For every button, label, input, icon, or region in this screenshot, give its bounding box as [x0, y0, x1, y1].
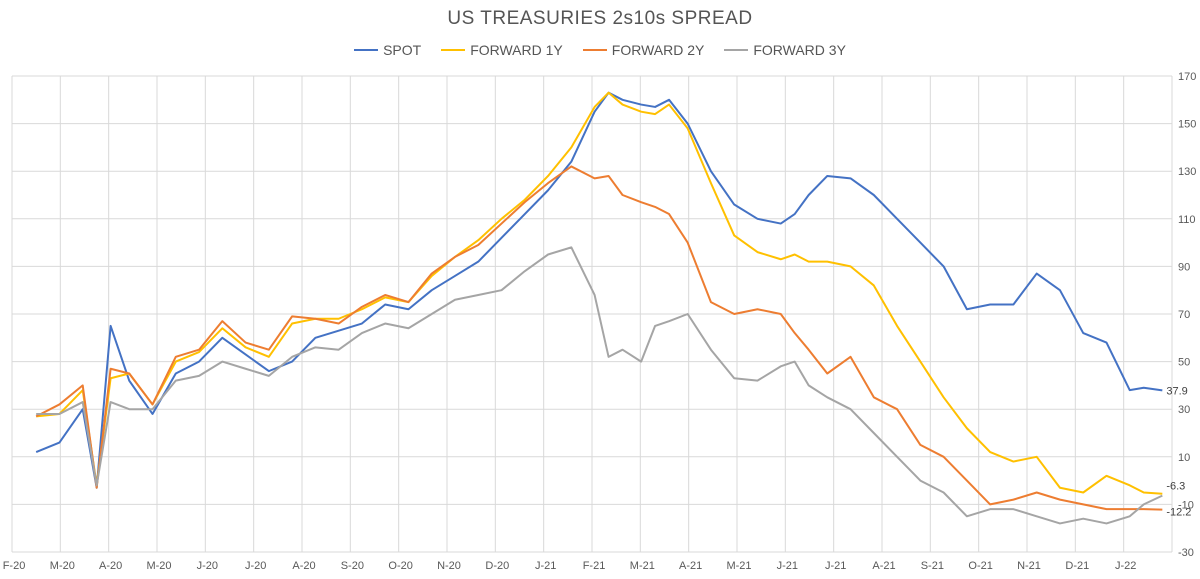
- x-tick-label: M-20: [50, 560, 75, 572]
- y-tick-label: -30: [1178, 547, 1194, 559]
- x-tick-label: O-20: [388, 560, 412, 572]
- y-tick-label: 50: [1178, 357, 1190, 369]
- x-tick-label: S-21: [921, 560, 944, 572]
- y-tick-label: 30: [1178, 404, 1190, 416]
- x-tick-label: F-21: [583, 560, 606, 572]
- end-value-label: -6.3: [1166, 481, 1185, 493]
- x-tick-label: N-21: [1017, 560, 1041, 572]
- x-tick-label: J-20: [197, 560, 218, 572]
- x-tick-label: M-20: [146, 560, 171, 572]
- legend-swatch-forward-2y: [582, 49, 607, 51]
- x-tick-label: A-21: [872, 560, 895, 572]
- x-tick-label: J-21: [535, 560, 556, 572]
- legend-label-forward-2y: FORWARD 2Y: [611, 42, 705, 58]
- series-line-forward-3y: [36, 246, 1163, 525]
- y-tick-label: 70: [1178, 309, 1190, 321]
- legend-item-forward-3y: FORWARD 3Y: [724, 42, 846, 58]
- chart-title: US TREASURIES 2s10s SPREAD: [447, 8, 753, 29]
- x-tick-label: D-20: [485, 560, 509, 572]
- legend-swatch-forward-1y: [441, 49, 466, 51]
- end-value-label: 37.9: [1166, 385, 1187, 397]
- legend-item-forward-2y: FORWARD 2Y: [582, 42, 705, 58]
- legend-label-spot: SPOT: [383, 42, 422, 58]
- series-line-spot: [35, 91, 1163, 489]
- y-tick-label: 130: [1178, 166, 1196, 178]
- y-tick-label: 90: [1178, 261, 1190, 273]
- legend-swatch-forward-3y: [724, 49, 749, 51]
- series-line-forward-1y: [36, 91, 1163, 495]
- series-line-forward-2y: [35, 165, 1163, 511]
- legend-label-forward-1y: FORWARD 1Y: [470, 42, 563, 58]
- x-tick-label: J-22: [1115, 560, 1136, 572]
- legend: SPOT FORWARD 1Y FORWARD 2Y FORWARD 3Y: [0, 42, 1200, 58]
- legend-item-spot: SPOT: [354, 42, 421, 58]
- legend-label-forward-3y: FORWARD 3Y: [753, 42, 846, 58]
- x-tick-label: J-21: [777, 560, 798, 572]
- legend-swatch-spot: [354, 49, 379, 51]
- y-tick-label: -10: [1178, 499, 1194, 511]
- y-tick-label: 170: [1178, 71, 1196, 83]
- x-tick-label: M-21: [630, 560, 655, 572]
- y-tick-label: 10: [1178, 452, 1190, 464]
- x-tick-label: F-20: [3, 560, 26, 572]
- x-tick-label: M-21: [726, 560, 751, 572]
- x-tick-label: O-21: [968, 560, 992, 572]
- x-tick-label: A-20: [292, 560, 315, 572]
- x-tick-label: A-20: [99, 560, 122, 572]
- x-tick-label: D-21: [1065, 560, 1089, 572]
- y-tick-label: 150: [1178, 119, 1196, 131]
- x-tick-label: N-20: [437, 560, 461, 572]
- x-tick-label: S-20: [341, 560, 364, 572]
- x-tick-label: A-21: [679, 560, 702, 572]
- x-tick-label: J-20: [245, 560, 266, 572]
- y-tick-label: 110: [1178, 214, 1196, 226]
- end-value-label: -12.2: [1166, 507, 1191, 519]
- legend-item-forward-1y: FORWARD 1Y: [441, 42, 563, 58]
- x-tick-label: J-21: [825, 560, 846, 572]
